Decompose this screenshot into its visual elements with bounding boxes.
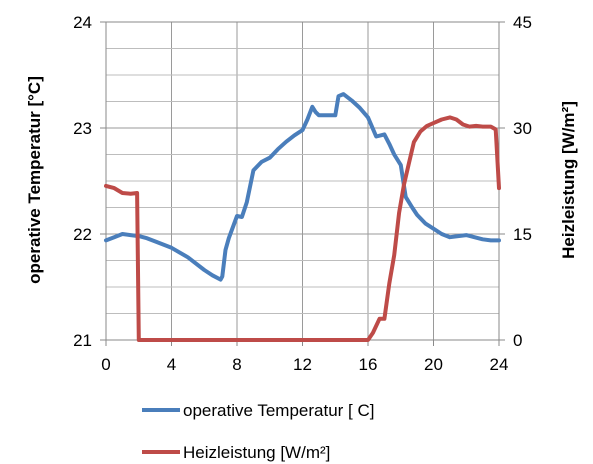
y-right-axis-title: Heizleistung [W/m²] (559, 101, 578, 259)
y-right-tick-label: 30 (513, 119, 532, 138)
legend-label-heating: Heizleistung [W/m²] (183, 443, 330, 462)
series-line-temperature (104, 92, 501, 282)
y-left-tick-label: 21 (73, 331, 92, 350)
series-line-heating (104, 115, 501, 342)
x-tick-label: 8 (232, 355, 241, 374)
x-tick-label: 16 (359, 355, 378, 374)
x-tick-label: 0 (101, 355, 110, 374)
y-left-tick-label: 23 (73, 119, 92, 138)
y-right-tick-label: 0 (513, 331, 522, 350)
y-right-tick-label: 45 (513, 13, 532, 32)
x-tick-label: 12 (293, 355, 312, 374)
grid (106, 22, 499, 340)
x-tick-label: 20 (424, 355, 443, 374)
legend-label-temperature: operative Temperatur [ C] (183, 401, 375, 420)
y-left-axis-title: operative Temperatur [°C] (25, 76, 44, 284)
y-left-tick-label: 24 (73, 13, 92, 32)
series-lines (104, 92, 501, 342)
x-tick-label: 24 (490, 355, 509, 374)
y-right-tick-label: 15 (513, 225, 532, 244)
legend: operative Temperatur [ C] Heizleistung [… (142, 401, 375, 462)
y-left-tick-label: 22 (73, 225, 92, 244)
x-tick-label: 4 (167, 355, 176, 374)
